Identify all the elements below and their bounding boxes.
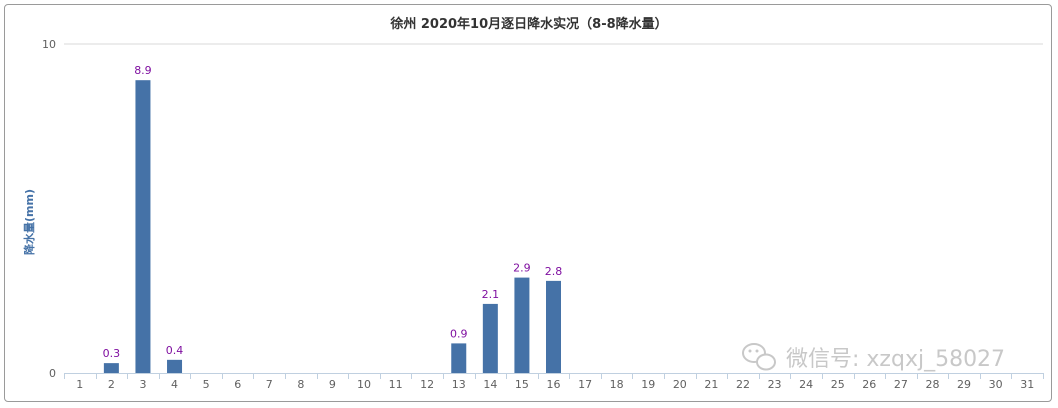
x-tick-label: 8: [297, 378, 304, 391]
data-labels: 0.3 8.9 0.4 0.9 2.1 2.9 2.8: [103, 64, 563, 360]
x-tick-label: 30: [989, 378, 1003, 391]
bar: [167, 359, 183, 373]
x-tick-label: 22: [736, 378, 750, 391]
wechat-icon: [742, 343, 776, 371]
x-tick-label: 31: [1020, 378, 1034, 391]
x-tick-label: 24: [799, 378, 813, 391]
watermark: 微信号: xzqxj_58027: [742, 343, 1005, 372]
x-tick-label: 13: [452, 378, 466, 391]
x-tick-label: 5: [203, 378, 210, 391]
bar: [482, 303, 498, 373]
bar: [135, 80, 151, 373]
x-tick-label: 18: [610, 378, 624, 391]
x-tick-label: 26: [862, 378, 876, 391]
x-tick-label: 6: [234, 378, 241, 391]
x-tick-label: 15: [515, 378, 529, 391]
data-label: 0.4: [166, 344, 184, 357]
x-tick-label: 14: [483, 378, 497, 391]
data-label: 2.1: [482, 288, 500, 301]
data-label: 2.9: [513, 262, 531, 275]
y-axis-label: 降水量(mm): [22, 189, 36, 255]
x-tick-label: 17: [578, 378, 592, 391]
x-tick-label: 4: [171, 378, 178, 391]
bar: [514, 277, 530, 373]
x-tick-label: 9: [329, 378, 336, 391]
x-axis: 1 2 3 4 5 6 7 8 9 10 11 12 13 14 15 16 17 18 19 20 21 22 23 24 2…: [64, 373, 1044, 391]
x-tick-label: 3: [139, 378, 146, 391]
x-tick-label: 20: [673, 378, 687, 391]
chart-title: 徐州 2020年10月逐日降水实况（8-8降水量）: [389, 16, 667, 32]
bar: [103, 363, 119, 373]
data-label: 8.9: [134, 64, 152, 77]
x-tick-label: 2: [108, 378, 115, 391]
data-label: 2.8: [545, 265, 563, 278]
y-tick-label: 10: [42, 38, 56, 51]
x-tick-label: 23: [768, 378, 782, 391]
x-tick-label: 21: [704, 378, 718, 391]
y-axis-ticks: 0 10: [42, 38, 56, 380]
x-tick-label: 7: [266, 378, 273, 391]
x-tick-label: 19: [641, 378, 655, 391]
x-tick-label: 29: [957, 378, 971, 391]
bars: [103, 80, 561, 373]
y-tick-label: 0: [49, 367, 56, 380]
watermark-text: 微信号: xzqxj_58027: [786, 347, 1005, 372]
x-tick-label: 16: [547, 378, 561, 391]
x-tick-label: 11: [389, 378, 403, 391]
x-tick-label: 1: [76, 378, 83, 391]
data-label: 0.9: [450, 327, 468, 340]
data-label: 0.3: [103, 347, 121, 360]
bar: [451, 343, 467, 373]
x-tick-label: 27: [894, 378, 908, 391]
x-tick-label: 10: [357, 378, 371, 391]
x-tick-label: 28: [925, 378, 939, 391]
x-tick-label: 12: [420, 378, 434, 391]
x-tick-label: 25: [831, 378, 845, 391]
bar: [546, 280, 561, 373]
